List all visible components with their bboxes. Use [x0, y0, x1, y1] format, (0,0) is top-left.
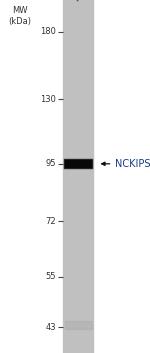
Text: 95: 95	[45, 159, 56, 168]
Text: 43: 43	[45, 323, 56, 332]
Text: NCKIPSD: NCKIPSD	[116, 159, 150, 169]
Text: 180: 180	[40, 27, 56, 36]
Text: MW
(kDa): MW (kDa)	[8, 6, 31, 26]
Text: Mouse brain: Mouse brain	[73, 0, 116, 3]
Text: 130: 130	[40, 95, 56, 103]
Text: 72: 72	[45, 216, 56, 226]
Text: 55: 55	[45, 272, 56, 281]
